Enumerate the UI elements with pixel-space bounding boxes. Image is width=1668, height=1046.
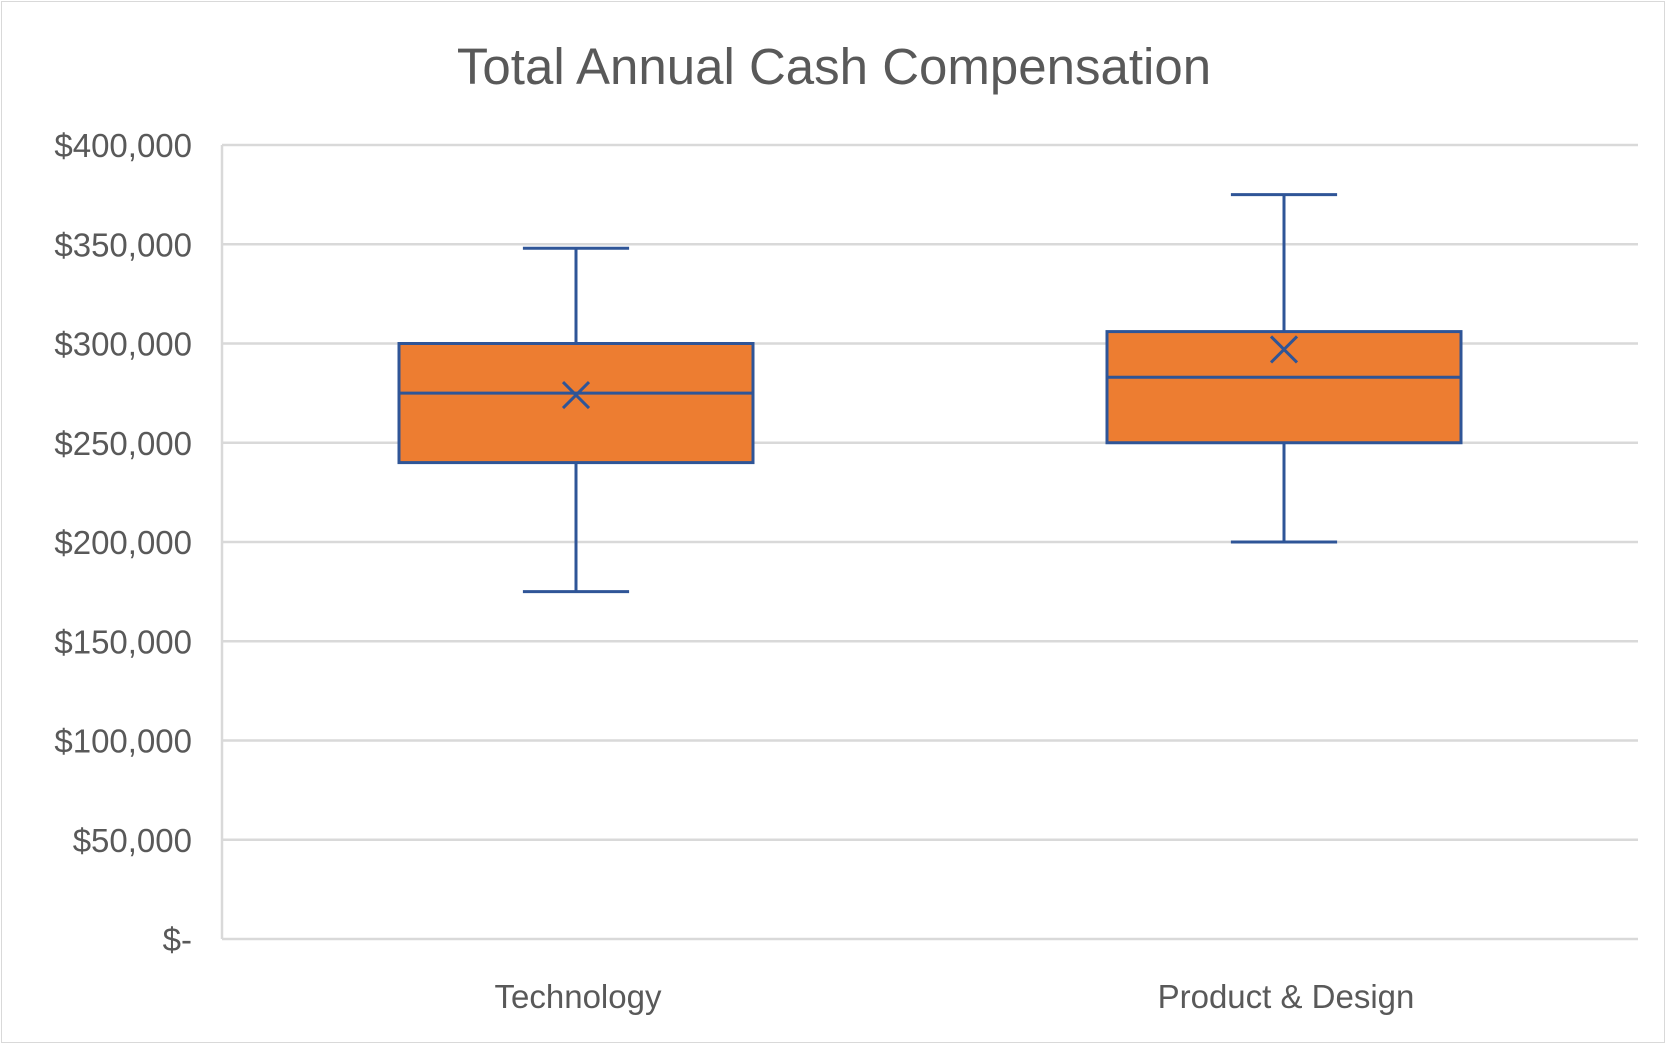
x-tick-label: Product & Design (1158, 978, 1415, 1015)
chart-title: Total Annual Cash Compensation (457, 38, 1211, 95)
y-tick-label: $100,000 (54, 723, 192, 760)
box-series (397, 193, 1463, 594)
x-tick-label: Technology (495, 978, 662, 1015)
y-tick-label: $300,000 (54, 326, 192, 363)
y-tick-label: $350,000 (54, 226, 192, 263)
mean-marker (561, 381, 591, 410)
iqr-box (397, 342, 755, 465)
y-tick-label: $400,000 (54, 127, 192, 164)
box-product-design (1105, 193, 1463, 544)
gridlines (222, 143, 1638, 941)
y-axis: $- $50,000 $100,000 $150,000 $200,000 $250,00… (54, 127, 224, 958)
y-tick-label: $200,000 (54, 524, 192, 561)
y-tick-label: $150,000 (54, 623, 192, 660)
y-tick-label: $- (163, 921, 192, 958)
y-tick-label: $250,000 (54, 425, 192, 462)
x-axis: Technology Product & Design (495, 978, 1415, 1015)
y-tick-label: $50,000 (73, 822, 192, 859)
box-technology (397, 246, 755, 594)
mean-marker (1269, 335, 1299, 364)
